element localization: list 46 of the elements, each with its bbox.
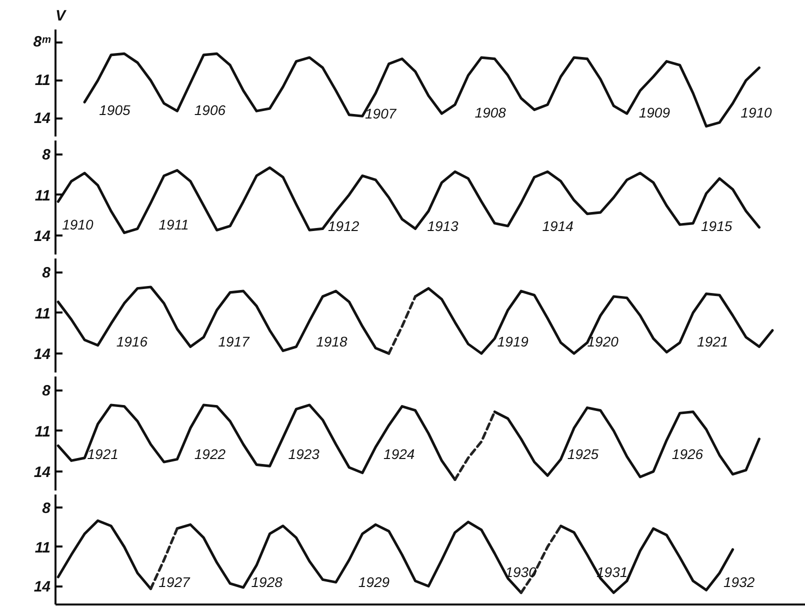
y-tick-label: 8 bbox=[42, 264, 52, 282]
annotation: 1916 bbox=[116, 333, 148, 350]
annotation: 1910 bbox=[740, 104, 772, 120]
annotation: 1917 bbox=[218, 333, 251, 350]
annotation: 1911 bbox=[158, 216, 189, 233]
annotation: 1922 bbox=[194, 446, 226, 462]
y-tick-label: 14 bbox=[34, 346, 52, 363]
annotation: 1918 bbox=[316, 333, 348, 350]
annotation: 1929 bbox=[358, 574, 390, 590]
annotation: 1921 bbox=[697, 333, 728, 350]
annotation: 1907 bbox=[365, 106, 398, 122]
y-tick-label: 11 bbox=[34, 305, 51, 322]
y-tick-label: 8 bbox=[42, 500, 52, 518]
annotation: 1908 bbox=[474, 104, 506, 120]
annotation: 1905 bbox=[99, 102, 131, 118]
annotation: 1912 bbox=[328, 218, 360, 234]
y-axis-title: V bbox=[56, 8, 68, 24]
annotation: 1913 bbox=[427, 218, 459, 234]
annotation: 1910 bbox=[62, 216, 94, 233]
annotation: 1919 bbox=[497, 333, 529, 350]
y-tick-label: 8 bbox=[42, 146, 52, 164]
annotation: 1920 bbox=[587, 333, 619, 350]
annotation: 1924 bbox=[384, 446, 415, 462]
annotation: 1927 bbox=[158, 574, 192, 590]
line-series bbox=[454, 410, 496, 481]
y-tick-label: 11 bbox=[34, 187, 51, 204]
annotation: 1930 bbox=[505, 564, 537, 580]
y-tick-label: 14 bbox=[34, 110, 52, 128]
annotation: 1932 bbox=[723, 574, 755, 590]
annotation: 1909 bbox=[638, 104, 670, 120]
annotation: 1923 bbox=[288, 446, 320, 462]
y-tick-label: 11 bbox=[34, 539, 51, 556]
y-tick-label: 11 bbox=[34, 72, 51, 89]
y-tick-label: 14 bbox=[34, 228, 52, 245]
annotation: 1921 bbox=[87, 446, 118, 462]
y-tick-label: 11 bbox=[34, 423, 51, 440]
y-tick-label: 14 bbox=[34, 464, 52, 481]
y-tick-label: 8ᵐ bbox=[33, 34, 51, 51]
annotation: 1915 bbox=[701, 218, 732, 234]
annotation: 1925 bbox=[567, 446, 599, 462]
annotation: 1928 bbox=[251, 574, 283, 590]
annotation: 1906 bbox=[194, 102, 226, 118]
y-tick-label: 8 bbox=[42, 382, 52, 400]
annotation: 1914 bbox=[542, 218, 574, 234]
annotation: 1926 bbox=[672, 446, 704, 462]
y-tick-label: 14 bbox=[34, 578, 52, 596]
